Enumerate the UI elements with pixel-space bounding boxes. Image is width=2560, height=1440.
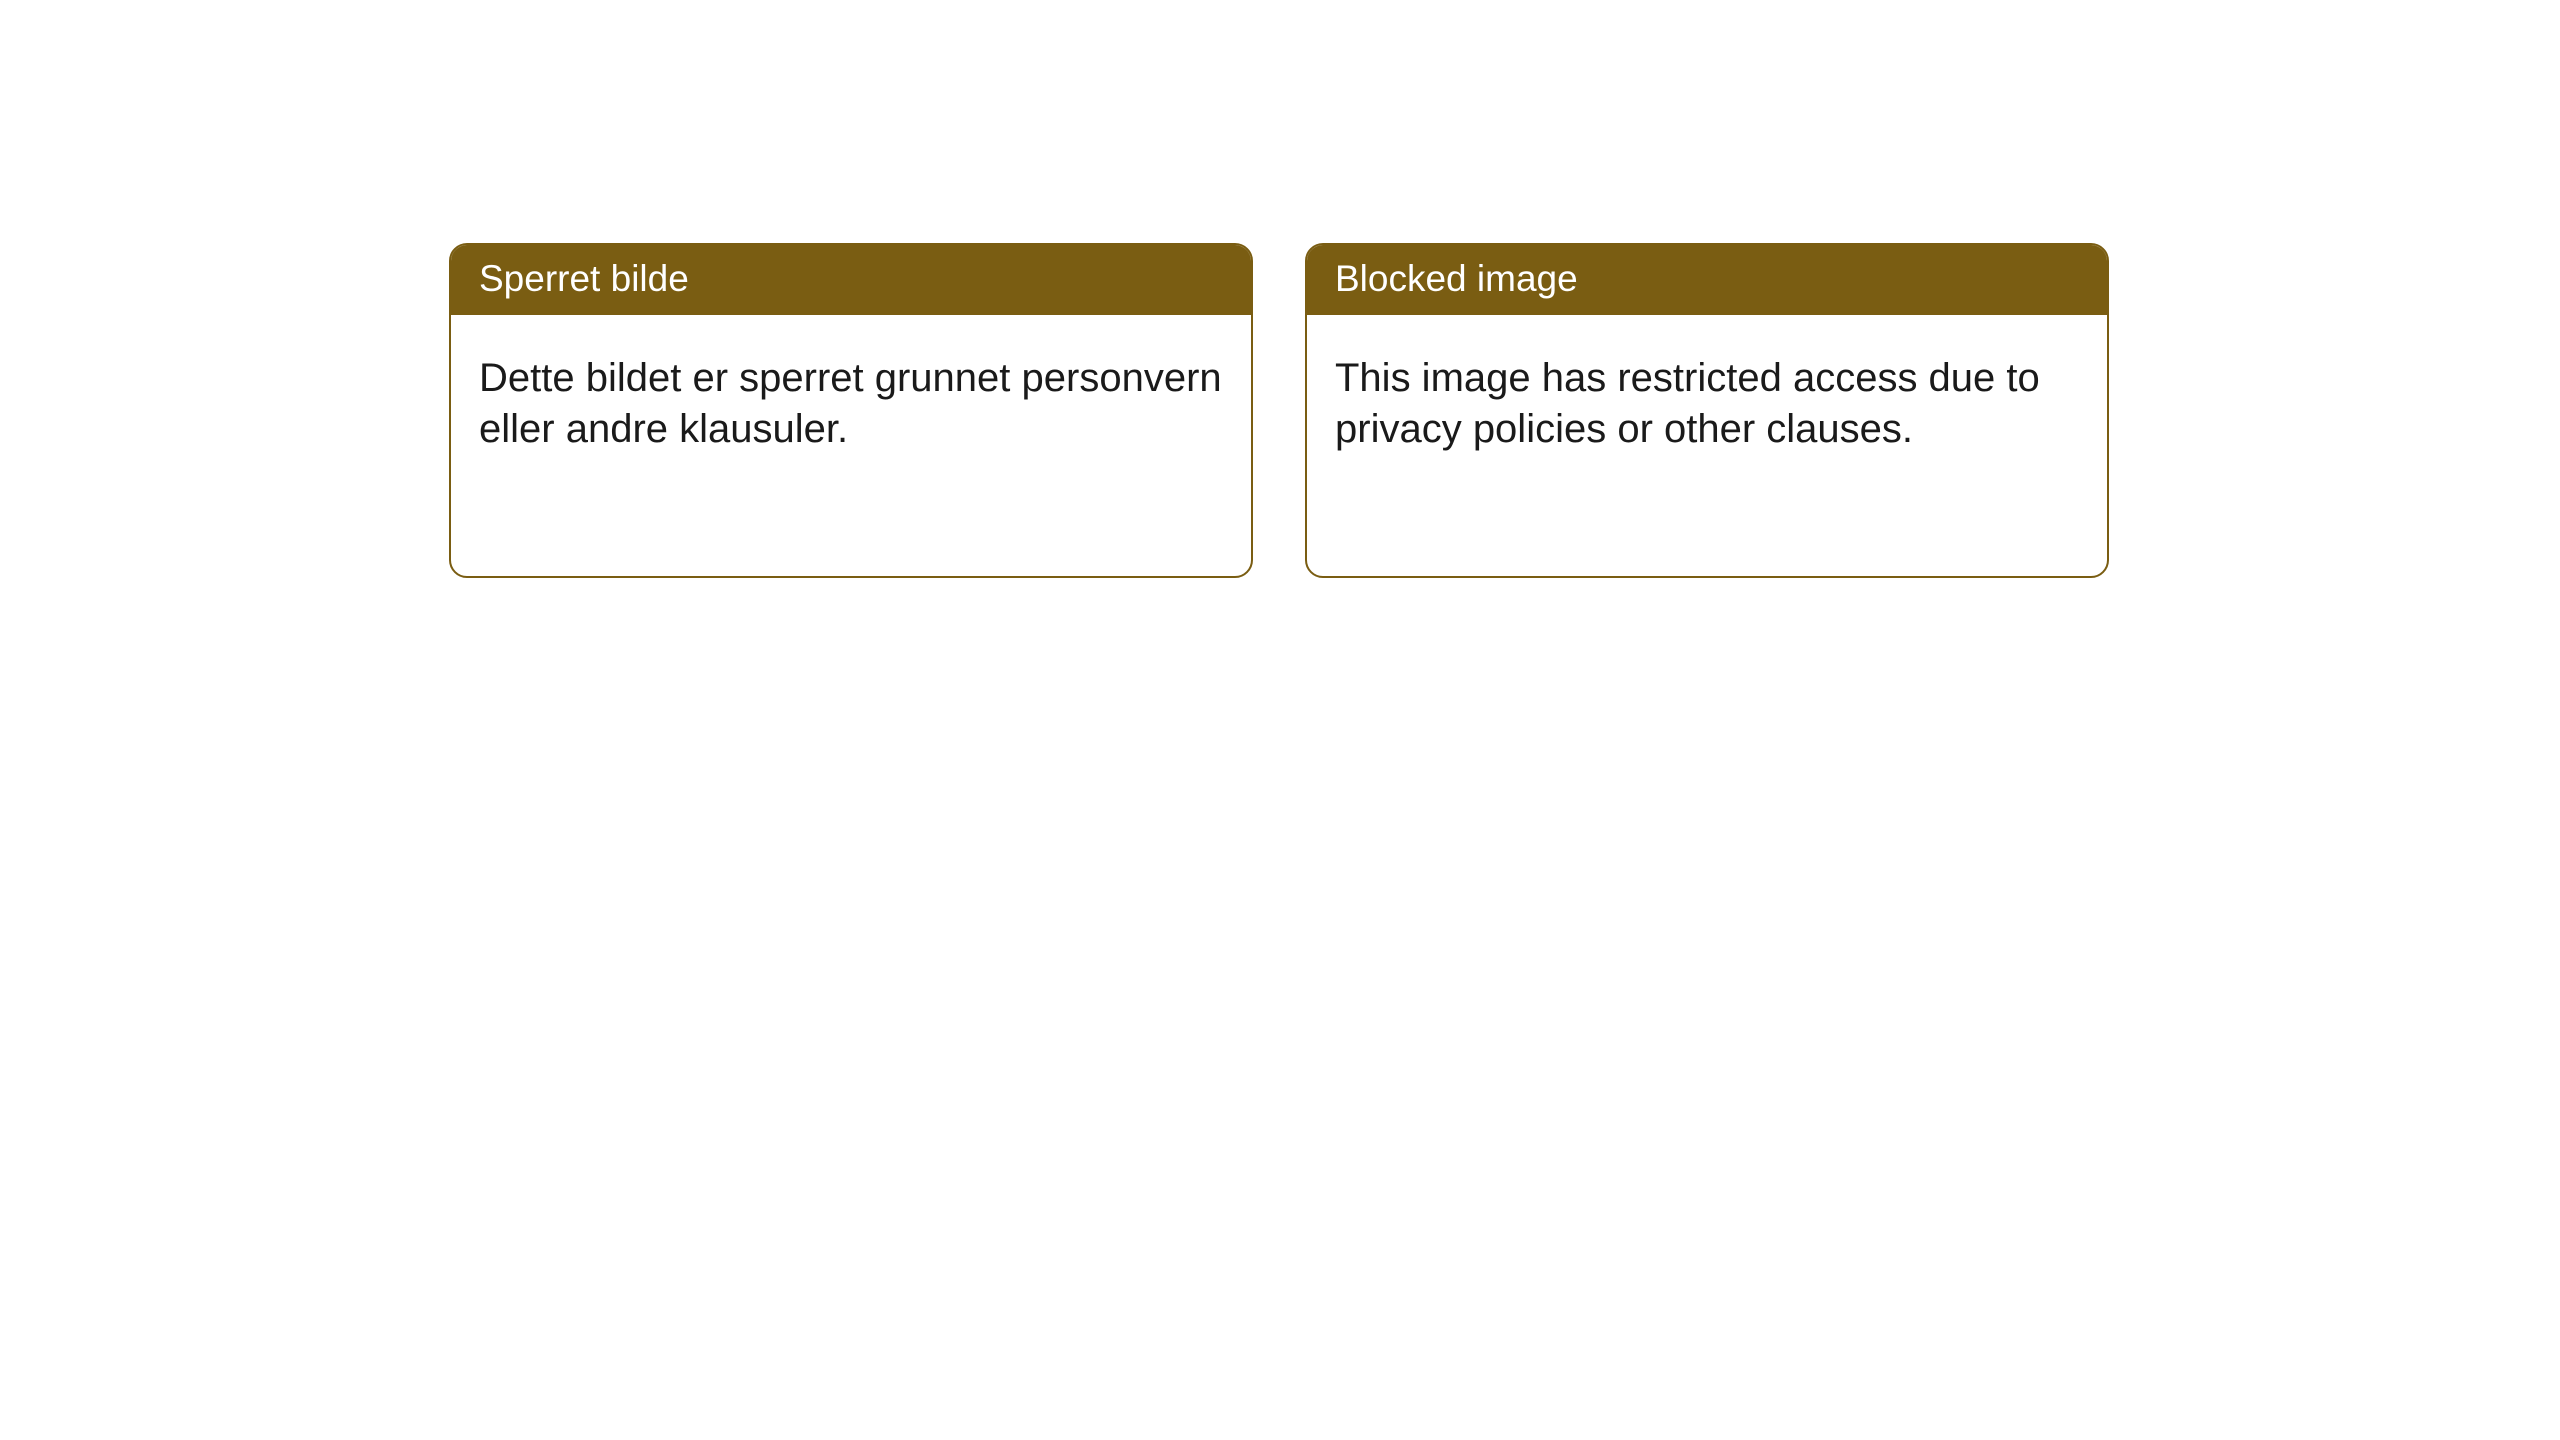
notice-header: Blocked image [1307,245,2107,315]
notice-header: Sperret bilde [451,245,1251,315]
notice-container: Sperret bilde Dette bildet er sperret gr… [449,243,2109,578]
notice-body: Dette bildet er sperret grunnet personve… [451,315,1251,483]
notice-card-english: Blocked image This image has restricted … [1305,243,2109,578]
notice-body: This image has restricted access due to … [1307,315,2107,483]
notice-card-norwegian: Sperret bilde Dette bildet er sperret gr… [449,243,1253,578]
